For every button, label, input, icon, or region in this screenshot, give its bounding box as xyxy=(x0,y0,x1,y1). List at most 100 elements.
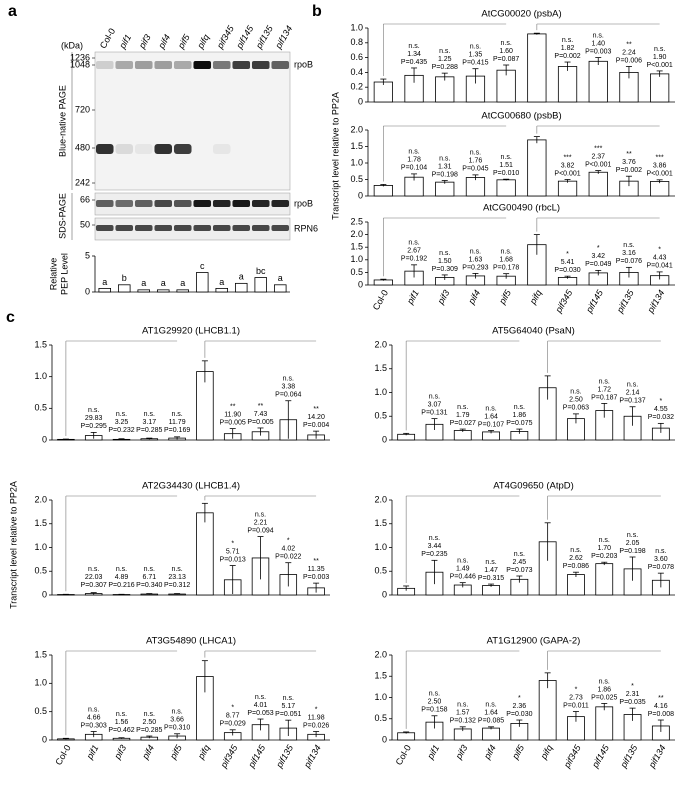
lane-label: Col-0 xyxy=(98,27,117,51)
bar xyxy=(650,181,670,197)
fold-change: 1.47 xyxy=(484,567,498,574)
fold-change: 1.70 xyxy=(597,545,611,552)
fold-change: 11.79 xyxy=(169,419,186,426)
significance: n.s. xyxy=(457,404,468,411)
significance: ** xyxy=(258,403,264,410)
lane-label: pif5 xyxy=(175,32,192,51)
gel-label: SDS-PAGE xyxy=(57,193,67,239)
chart-title: AT4G09650 (AtpD) xyxy=(493,481,574,492)
y-tick-label: 1.5 xyxy=(374,363,387,373)
significance: n.s. xyxy=(485,559,496,566)
significance: * xyxy=(597,245,600,252)
fold-change: 1.40 xyxy=(591,40,605,47)
bar xyxy=(557,66,578,103)
bar xyxy=(465,177,486,197)
significance: * xyxy=(518,695,521,702)
x-tick-label: pif5 xyxy=(167,742,184,761)
y-tick-label: 1.0 xyxy=(374,692,387,702)
significance: ** xyxy=(658,695,664,702)
y-tick-label: 0.5 xyxy=(350,174,363,184)
p-value: P=0.310 xyxy=(164,725,190,732)
lane-label: pif135 xyxy=(253,23,275,51)
fold-change: 1.50 xyxy=(438,258,452,265)
y-tick-label: 0 xyxy=(358,190,363,200)
p-value: P=0.303 xyxy=(81,722,107,729)
significance: n.s. xyxy=(144,711,155,718)
bar xyxy=(176,289,189,293)
fold-change: 2.50 xyxy=(142,719,156,726)
band-label: rpoB xyxy=(294,198,313,208)
p-value: P=0.003 xyxy=(303,574,329,581)
p-value: P=0.063 xyxy=(563,405,589,412)
bar xyxy=(588,171,608,197)
fold-change: 3.16 xyxy=(622,250,636,257)
band-label: RPN6 xyxy=(294,223,318,233)
x-tick-label: pif4 xyxy=(140,743,156,761)
significance: n.s. xyxy=(255,694,266,701)
gel-band xyxy=(115,144,134,154)
fold-change: 3.44 xyxy=(428,543,442,550)
p-value: P=0.030 xyxy=(506,711,532,718)
gel-band xyxy=(271,225,290,231)
p-value: P=0.030 xyxy=(554,267,580,274)
p-value: P=0.094 xyxy=(247,527,273,534)
significance: n.s. xyxy=(408,240,419,247)
x-tick-label: pif5 xyxy=(497,287,514,306)
x-tick-label: pifq xyxy=(195,743,211,761)
significance: n.s. xyxy=(514,551,525,558)
fold-change: 3.66 xyxy=(170,717,184,724)
chart-title: AT1G12900 (GAPA-2) xyxy=(487,636,581,647)
p-value: P=0.198 xyxy=(619,548,645,555)
significance: ** xyxy=(313,558,319,565)
significance: * xyxy=(566,251,569,258)
gel-band xyxy=(173,144,192,154)
marker-label: 720 xyxy=(75,104,90,114)
marker-label: 1048 xyxy=(70,59,90,69)
chart-title: AtCG00680 (psbB) xyxy=(481,111,561,122)
gel-band xyxy=(115,61,134,69)
x-tick-label: pif134 xyxy=(301,743,322,770)
p-value: P=0.025 xyxy=(591,694,617,701)
fold-change: 11.35 xyxy=(308,566,325,573)
y-tick-label: 0 xyxy=(85,286,90,296)
y-tick-label: 1.0 xyxy=(350,22,363,32)
p-value: P=0.309 xyxy=(432,266,458,273)
y-axis-title: Transcript level relative to PP2A xyxy=(8,481,18,609)
x-tick-label: pif135 xyxy=(274,742,296,770)
significance: n.s. xyxy=(501,249,512,256)
fold-change: 1.56 xyxy=(115,719,129,726)
significance: n.s. xyxy=(171,566,182,573)
bar xyxy=(373,81,393,103)
gel-band xyxy=(134,61,153,69)
p-value: P=0.022 xyxy=(275,554,301,561)
gel-band xyxy=(271,61,290,69)
fold-change: 1.82 xyxy=(561,45,575,52)
gel-band xyxy=(173,225,192,231)
significance: n.s. xyxy=(501,154,512,161)
band-label: rpoB xyxy=(294,59,313,69)
fold-change: 3.17 xyxy=(142,419,156,426)
marker-label: 66 xyxy=(80,194,90,204)
y-tick-label: 5 xyxy=(85,250,90,260)
fold-change: 3.25 xyxy=(115,419,129,426)
significance: * xyxy=(231,540,234,547)
p-value: P=0.005 xyxy=(220,419,246,426)
significance: n.s. xyxy=(116,711,127,718)
y-tick-label: 1.0 xyxy=(350,157,363,167)
marker-label: 1236 xyxy=(70,52,90,62)
p-value: P=0.104 xyxy=(401,165,427,172)
p-value: P=0.132 xyxy=(450,718,476,725)
y-tick-label: 1.5 xyxy=(34,649,47,659)
y-tick-label: 0.6 xyxy=(350,52,363,62)
gel-label: Blue-native PAGE xyxy=(57,85,67,157)
chart-title: AT5G64040 (PsaN) xyxy=(492,326,575,337)
y-tick-label: 0 xyxy=(42,589,47,599)
fold-change: 2.50 xyxy=(569,397,583,404)
bar xyxy=(118,284,131,293)
y-tick-label: 1.0 xyxy=(34,678,47,688)
p-value: P=0.216 xyxy=(108,582,134,589)
fold-change: 5.17 xyxy=(281,703,295,710)
x-tick-label: pif1 xyxy=(84,743,100,761)
significance: ** xyxy=(626,41,632,48)
significance: n.s. xyxy=(255,511,266,518)
